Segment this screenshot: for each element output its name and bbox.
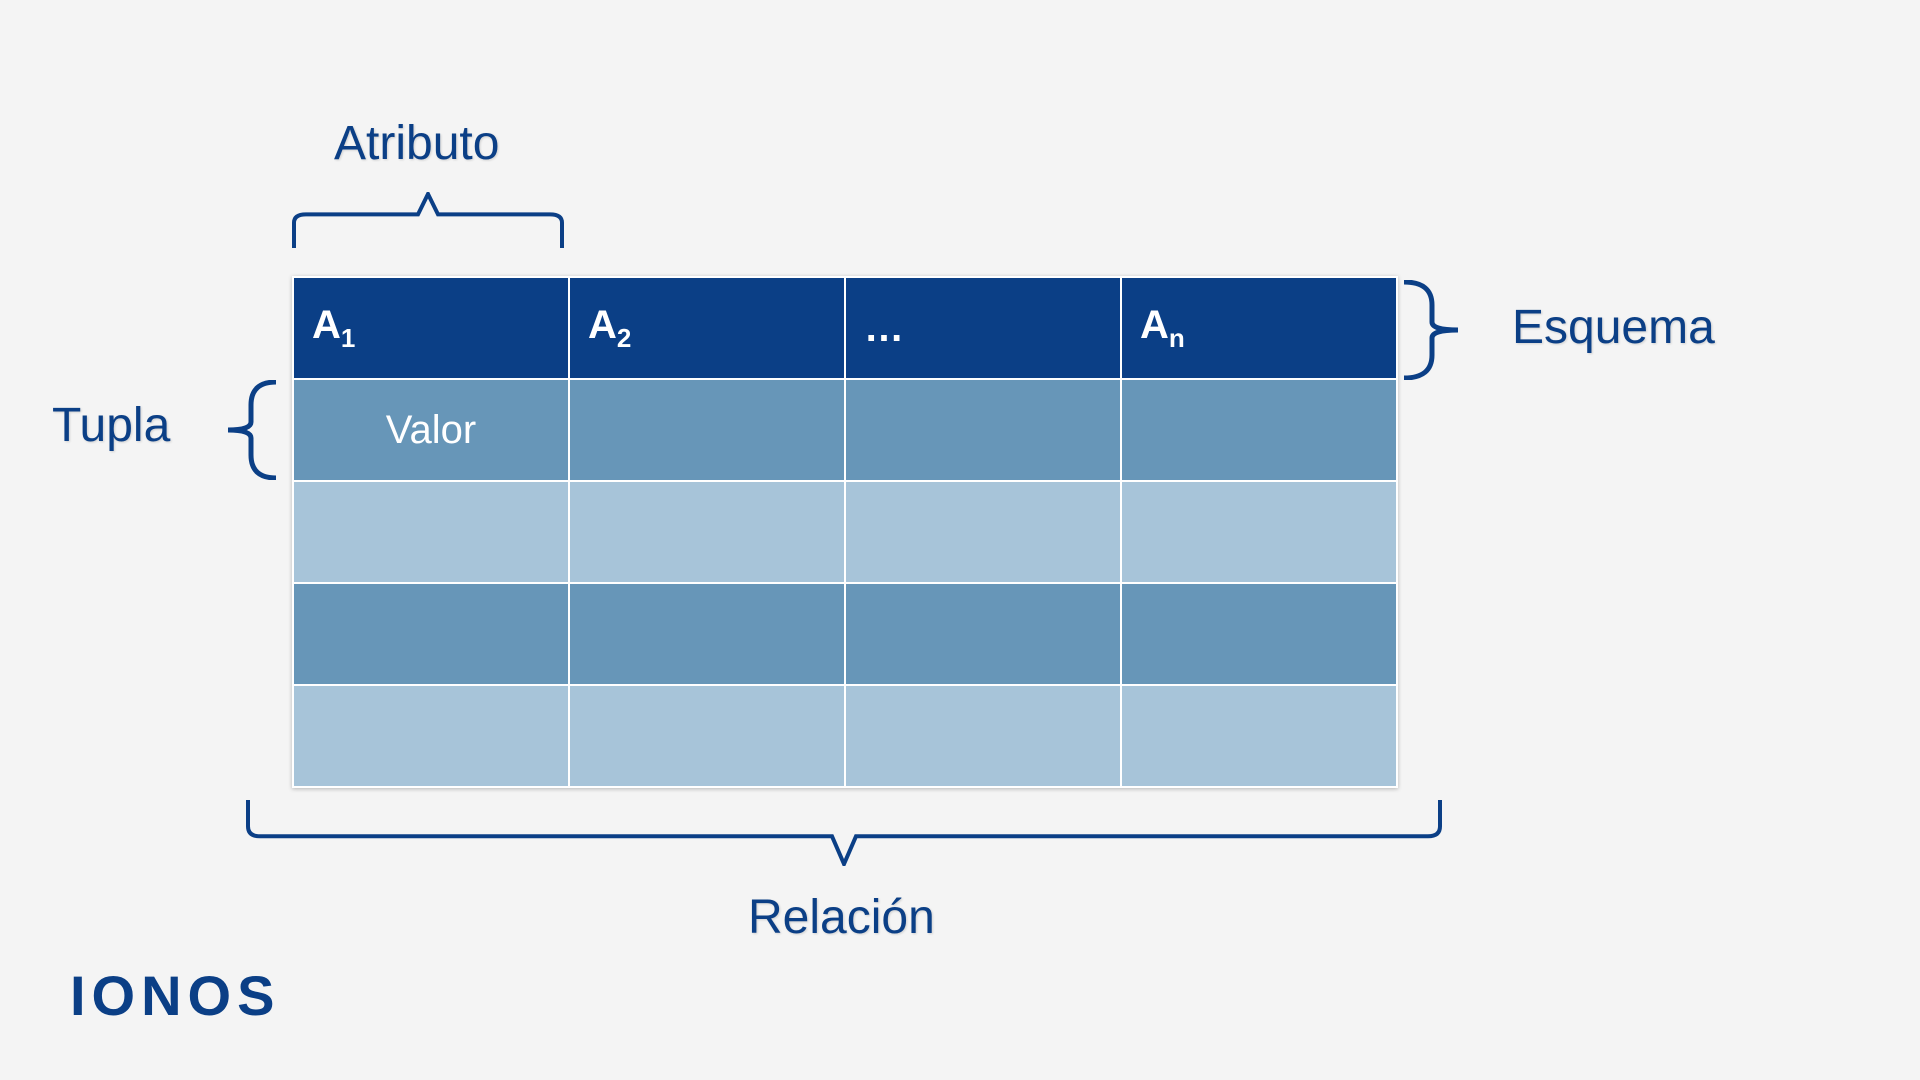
atributo-label: Atributo <box>334 116 499 171</box>
table-cell <box>846 482 1120 582</box>
table-row <box>294 686 1396 786</box>
ionos-logo-text: IONOS <box>70 964 280 1027</box>
atributo-label-text: Atributo <box>334 117 499 170</box>
table-row <box>294 482 1396 582</box>
table-header-cell: … <box>846 278 1120 378</box>
table-cell <box>1122 380 1396 480</box>
table-header-cell: A2 <box>570 278 844 378</box>
table-header-cell: An <box>1122 278 1396 378</box>
table-row: Valor <box>294 380 1396 480</box>
table-cell: Valor <box>294 380 568 480</box>
relation-table: A1A2…An Valor <box>292 276 1398 788</box>
table-cell <box>570 584 844 684</box>
table-cell <box>846 380 1120 480</box>
tupla-label-text: Tupla <box>52 399 170 452</box>
table-cell <box>294 584 568 684</box>
table-cell <box>846 686 1120 786</box>
relacion-label-text: Relación <box>748 891 935 944</box>
table-header-cell: A1 <box>294 278 568 378</box>
table-cell <box>1122 686 1396 786</box>
table-cell <box>570 686 844 786</box>
table-cell <box>294 482 568 582</box>
table-cell <box>1122 482 1396 582</box>
table-cell <box>1122 584 1396 684</box>
ionos-logo: IONOS <box>70 963 280 1028</box>
table-header-row: A1A2…An <box>294 278 1396 378</box>
tupla-label: Tupla <box>52 398 170 453</box>
table-cell <box>570 482 844 582</box>
relacion-label: Relación <box>748 890 935 945</box>
table-cell <box>570 380 844 480</box>
brace-tupla <box>226 380 276 480</box>
table-body: Valor <box>294 380 1396 786</box>
table-cell <box>294 686 568 786</box>
table-row <box>294 584 1396 684</box>
brace-esquema <box>1404 280 1460 380</box>
brace-relacion <box>246 800 1442 866</box>
esquema-label-text: Esquema <box>1512 301 1715 354</box>
table-cell <box>846 584 1120 684</box>
esquema-label: Esquema <box>1512 300 1715 355</box>
brace-atributo <box>292 192 564 248</box>
